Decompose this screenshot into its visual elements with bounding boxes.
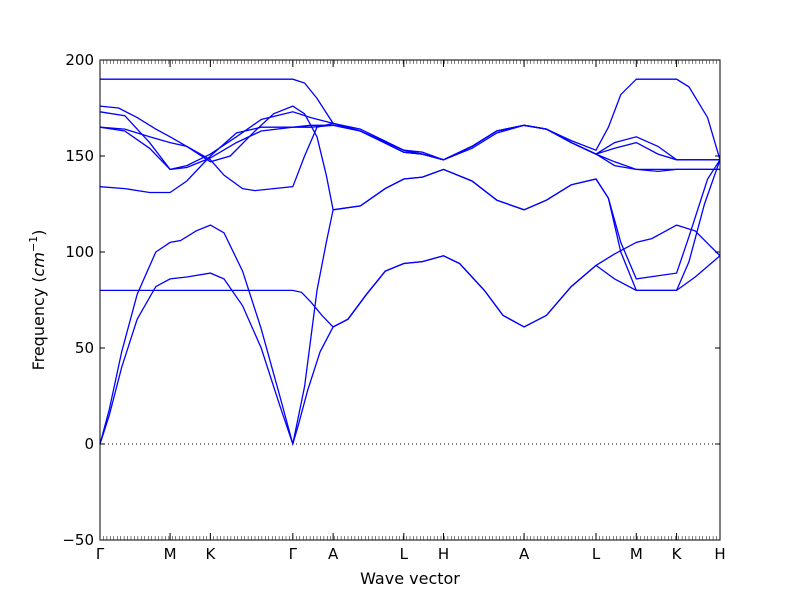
band-line-7 [99, 159, 721, 445]
plot-frame [99, 59, 721, 541]
x-tick-label: A [328, 545, 339, 563]
band-line-6 [99, 124, 720, 194]
minor-tick-group [99, 60, 721, 540]
x-tick-label: Γ [289, 545, 298, 563]
x-tick-label: H [714, 545, 725, 563]
y-tick-label: 150 [65, 147, 94, 165]
y-axis-ticks: −50 0 50 100 150 200 [62, 51, 720, 549]
x-tick-label: K [672, 545, 683, 563]
y-tick-label: 0 [84, 435, 94, 453]
band-line-1 [100, 78, 721, 161]
x-tick-label: L [592, 545, 601, 563]
y-tick-label: 50 [75, 339, 94, 357]
x-axis-label: Wave vector [360, 569, 460, 588]
band-line-9 [100, 255, 721, 328]
y-axis-label: Frequency (cm−1) [27, 230, 48, 371]
y-tick-label: −50 [62, 531, 94, 549]
x-tick-label: H [438, 545, 449, 563]
y-axis-unit-exponent: −1 [27, 236, 40, 252]
x-tick-label: Γ [96, 545, 105, 563]
x-tick-label: K [205, 545, 216, 563]
x-tick-label: M [164, 545, 177, 563]
plot-area [100, 60, 720, 540]
band-line-3 [99, 111, 720, 171]
y-axis-label-text: Frequency [29, 288, 48, 371]
y-tick-label: 100 [65, 243, 94, 261]
y-axis-label-paren-close: ) [29, 230, 48, 236]
y-axis-label-paren-open: ( [29, 276, 48, 287]
y-tick-label: 200 [65, 51, 94, 69]
x-tick-label: L [400, 545, 409, 563]
x-tick-label: A [519, 545, 530, 563]
y-axis-unit: cm [29, 252, 48, 276]
x-tick-label: M [630, 545, 643, 563]
band-lines [99, 78, 721, 447]
